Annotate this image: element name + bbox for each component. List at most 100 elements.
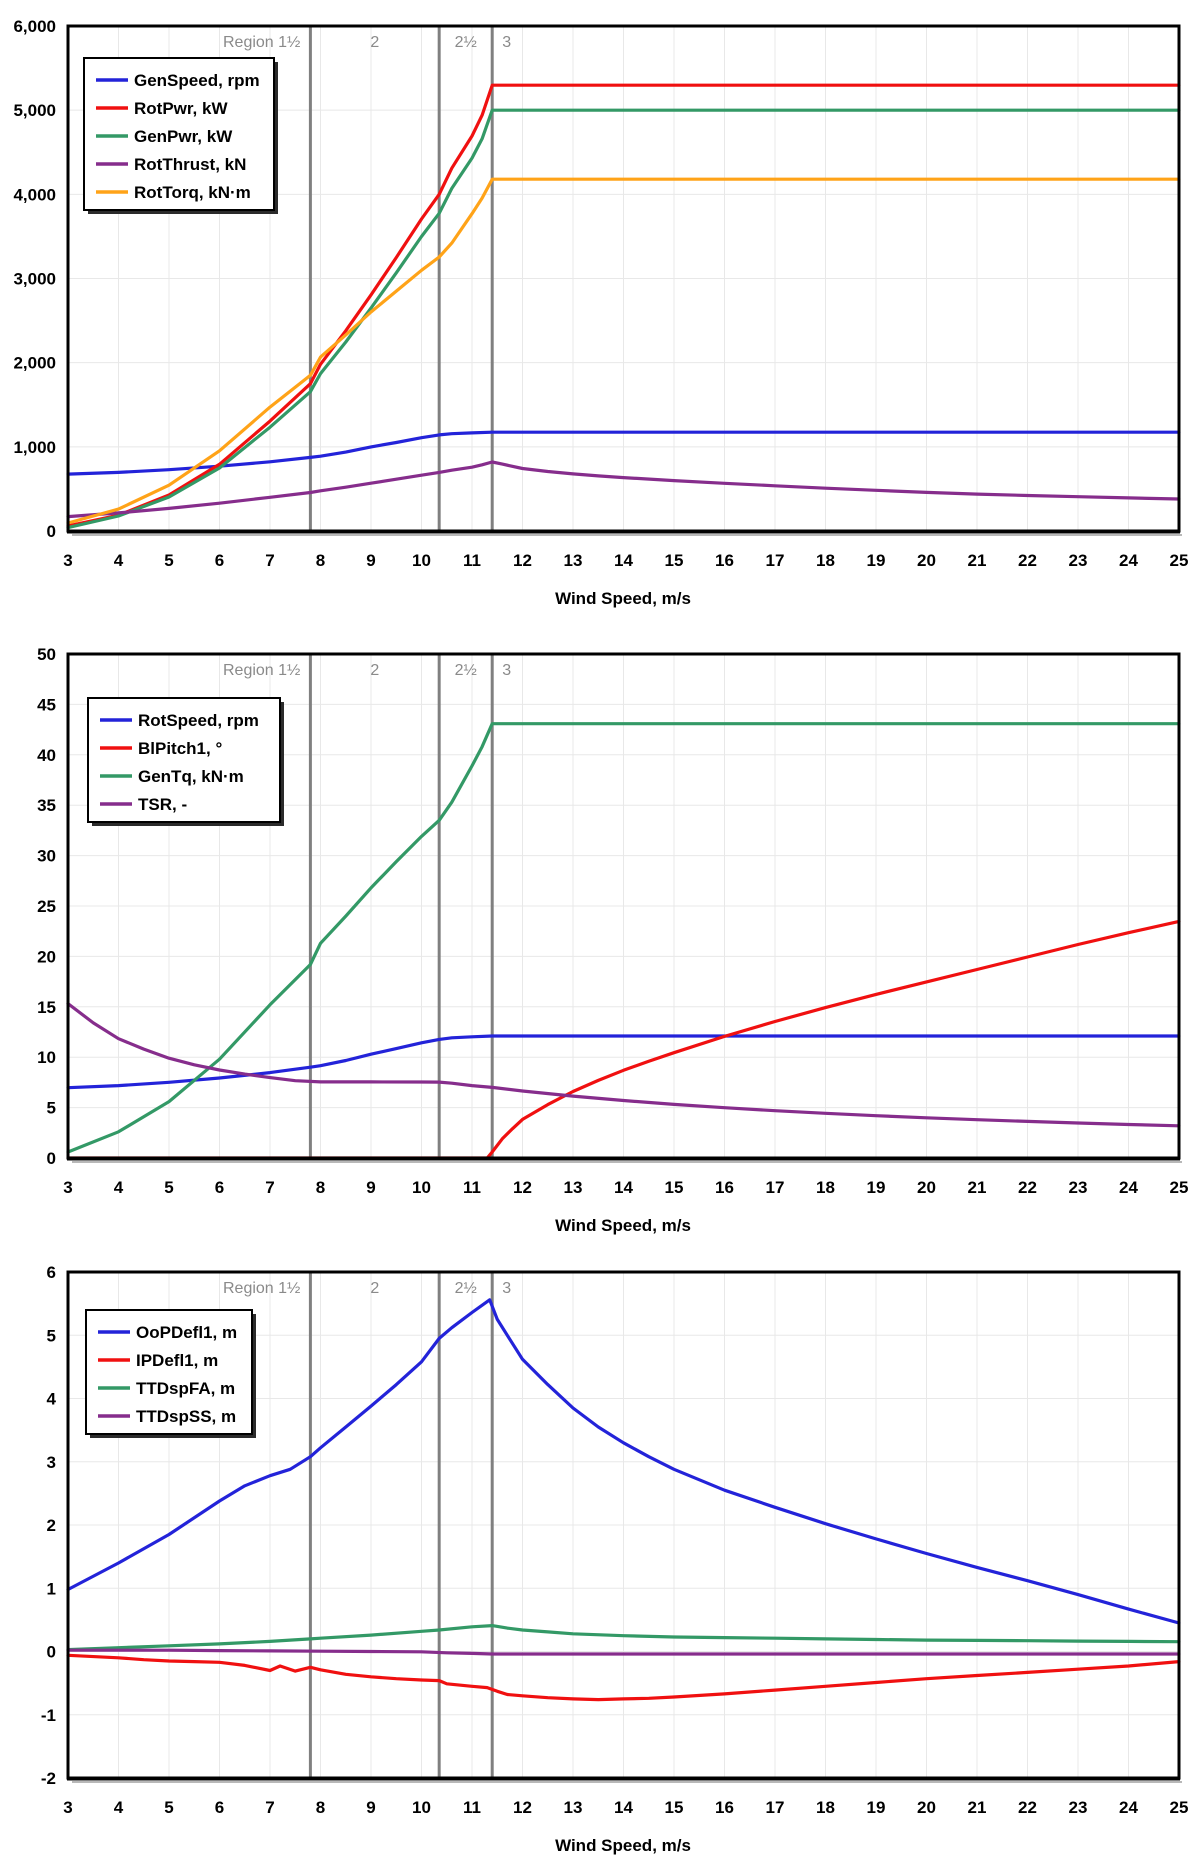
legend-entry-rotpwr: RotPwr, kW <box>96 99 228 118</box>
x-tick-label: 12 <box>513 1798 532 1817</box>
legend-entry-ipdefl1: IPDefl1, m <box>98 1351 218 1370</box>
x-tick-label: 23 <box>1069 1798 1088 1817</box>
y-tick-label: 0 <box>47 522 56 541</box>
x-tick-label: 5 <box>164 1798 173 1817</box>
x-tick-label: 16 <box>715 551 734 570</box>
y-tick-label: 20 <box>37 947 56 966</box>
x-tick-label: 19 <box>867 1178 886 1197</box>
x-tick-label: 18 <box>816 1178 835 1197</box>
y-tick-label: 3 <box>47 1453 56 1472</box>
y-tick-label: 40 <box>37 746 56 765</box>
series-ttdspss <box>66 1648 1181 1656</box>
y-tick-label: 25 <box>37 897 56 916</box>
x-tick-label: 13 <box>564 1178 583 1197</box>
y-tick-label: 4,000 <box>13 185 56 204</box>
legend-entry-gentq: GenTq, kN·m <box>100 767 244 786</box>
series-genspeed <box>66 430 1181 476</box>
x-tick-label: 22 <box>1018 1178 1037 1197</box>
x-tick-label: 11 <box>463 551 481 570</box>
x-tick-label: 19 <box>867 1798 886 1817</box>
x-tick-label: 6 <box>215 1178 224 1197</box>
x-tick-label: 14 <box>614 551 633 570</box>
series-rottorq <box>66 177 1181 525</box>
x-tick-label: 4 <box>114 1798 124 1817</box>
x-tick-label: 17 <box>766 1178 785 1197</box>
x-tick-label: 23 <box>1069 551 1088 570</box>
x-axis-title: Wind Speed, m/s <box>555 589 691 608</box>
legend-label: GenPwr, kW <box>134 127 233 146</box>
x-tick-label: 24 <box>1119 551 1138 570</box>
legend-entry-tsr: TSR, - <box>100 795 187 814</box>
region-label: 2½ <box>455 662 477 679</box>
x-tick-label: 8 <box>316 551 325 570</box>
legend-box <box>85 1309 253 1435</box>
legend-label: RotSpeed, rpm <box>138 711 259 730</box>
y-tick-label: 6,000 <box>13 17 56 36</box>
x-tick-label: 23 <box>1069 1178 1088 1197</box>
x-tick-label: 6 <box>215 1798 224 1817</box>
region-label: Region 1½ <box>223 1280 300 1297</box>
x-tick-label: 19 <box>867 551 886 570</box>
legend-label: RotPwr, kW <box>134 99 228 118</box>
x-tick-label: 21 <box>968 1798 987 1817</box>
y-tick-label: 2 <box>47 1516 56 1535</box>
legend: OoPDefl1, m IPDefl1, m TTDspFA, m TTDspSS, … <box>85 1309 256 1438</box>
region-label: 2 <box>370 1280 379 1297</box>
legend-entry-genpwr: GenPwr, kW <box>96 127 233 146</box>
y-tick-label: 0 <box>47 1149 56 1168</box>
x-tick-label: 9 <box>366 551 375 570</box>
x-tick-label: 20 <box>917 551 936 570</box>
x-tick-label: 21 <box>968 551 987 570</box>
x-axis-title: Wind Speed, m/s <box>555 1216 691 1235</box>
legend-entry-rotthrust: RotThrust, kN <box>96 155 246 174</box>
x-tick-label: 4 <box>114 551 124 570</box>
y-tick-label: 50 <box>37 645 56 664</box>
x-tick-label: 5 <box>164 551 173 570</box>
x-tick-label: 11 <box>463 1178 481 1197</box>
chart-blade-tower-deflections: Wind Speed, m/s Region 1½ 2 2½ 3 -2 -1 0 1 2 3 4 5 6… <box>0 1250 1200 1860</box>
x-tick-label: 20 <box>917 1798 936 1817</box>
y-tick-label: 45 <box>37 695 56 714</box>
x-tick-label: 21 <box>968 1178 987 1197</box>
x-tick-label: 16 <box>715 1798 734 1817</box>
legend-label: IPDefl1, m <box>136 1351 218 1370</box>
legend-label: TTDspSS, m <box>136 1407 236 1426</box>
y-tick-label: 6 <box>47 1263 56 1282</box>
legend-entry-rottorq: RotTorq, kN·m <box>96 183 251 202</box>
x-tick-label: 22 <box>1018 1798 1037 1817</box>
legend-box <box>83 57 275 211</box>
x-tick-label: 24 <box>1119 1178 1138 1197</box>
y-tick-label: 5 <box>47 1326 56 1345</box>
y-tick-label: 2,000 <box>13 354 56 373</box>
x-tick-label: 4 <box>114 1178 124 1197</box>
region-label: Region 1½ <box>223 662 300 679</box>
x-tick-label: 9 <box>366 1798 375 1817</box>
legend-entry-ttdspss: TTDspSS, m <box>98 1407 236 1426</box>
x-tick-label: 18 <box>816 551 835 570</box>
x-tick-label: 6 <box>215 551 224 570</box>
chart-rotspeed-pitch-gentorque-tsr: Wind Speed, m/s Region 1½ 2 2½ 3 0 5 10 15 20 25 3… <box>0 620 1200 1250</box>
x-tick-label: 25 <box>1170 551 1189 570</box>
x-tick-label: 10 <box>412 551 431 570</box>
series-tsr <box>66 1002 1181 1128</box>
legend-label: RotTorq, kN·m <box>134 183 251 202</box>
x-tick-label: 3 <box>63 551 72 570</box>
x-tick-label: 13 <box>564 551 583 570</box>
x-tick-label: 11 <box>463 1798 481 1817</box>
series-rotthrust <box>66 460 1181 519</box>
x-tick-label: 17 <box>766 1798 785 1817</box>
region-label: 2 <box>370 34 379 51</box>
legend-entry-rotspeed: RotSpeed, rpm <box>100 711 259 730</box>
y-tick-label: 5 <box>47 1099 56 1118</box>
x-axis-title: Wind Speed, m/s <box>555 1836 691 1855</box>
y-tick-label: -2 <box>41 1769 56 1788</box>
blade-tower-deflections-plot: Wind Speed, m/s Region 1½ 2 2½ 3-2-10123456… <box>41 1263 1189 1855</box>
series-ttdspfa <box>66 1624 1181 1652</box>
y-tick-label: 15 <box>37 998 56 1017</box>
region-label: Region 1½ <box>223 34 300 51</box>
legend-label: TSR, - <box>138 795 187 814</box>
y-tick-label: 1,000 <box>13 438 56 457</box>
x-tick-label: 15 <box>665 1798 684 1817</box>
x-tick-label: 25 <box>1170 1178 1189 1197</box>
x-tick-label: 20 <box>917 1178 936 1197</box>
